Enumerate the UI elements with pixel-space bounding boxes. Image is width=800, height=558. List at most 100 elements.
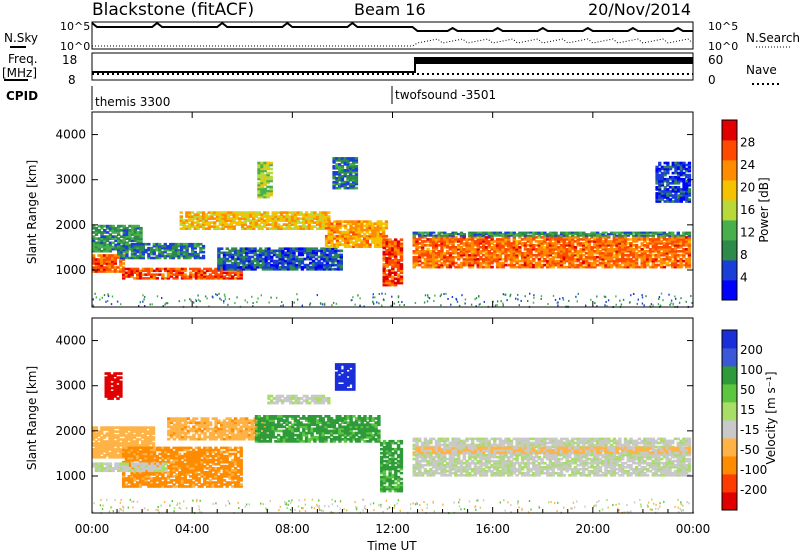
nsearch-tick-bottom: 10^0 [708, 40, 738, 53]
heatmap-speckle [651, 303, 652, 305]
heatmap-speckle [515, 298, 516, 300]
heatmap-speckle [372, 296, 373, 298]
heatmap-speckle [376, 301, 377, 303]
heatmap-cell [152, 442, 155, 445]
heatmap-speckle [577, 300, 578, 302]
cpid-segment-2: twofsound -3501 [395, 88, 496, 102]
velocity-heatmap [92, 363, 694, 514]
heatmap-speckle [161, 297, 162, 299]
heatmap-speckle [227, 304, 228, 306]
heatmap-cell [385, 220, 388, 223]
heatmap-speckle [674, 296, 675, 298]
heatmap-cell [688, 198, 691, 201]
heatmap-speckle [608, 299, 609, 301]
heatmap-speckle [501, 300, 502, 302]
heatmap-cell [340, 254, 343, 257]
heatmap-speckle [107, 300, 108, 302]
heatmap-speckle [331, 304, 332, 306]
cpid-segment-1: themis 3300 [95, 95, 170, 109]
heatmap-speckle [424, 302, 425, 304]
freq-label-line2: [MHz] [2, 66, 37, 80]
heatmap-cell [400, 238, 404, 241]
heatmap-speckle [541, 295, 542, 297]
heatmap-speckle [381, 293, 382, 295]
heatmap-speckle [310, 302, 311, 304]
nsky-label: N.Sky [4, 31, 38, 45]
heatmap-speckle [120, 303, 121, 305]
heatmap-speckle [619, 300, 620, 302]
heatmap-speckle [317, 294, 318, 296]
heatmap-cell [119, 376, 123, 379]
heatmap-speckle [333, 302, 334, 304]
heatmap-speckle [394, 303, 395, 305]
heatmap-speckle [322, 303, 323, 305]
heatmap-speckle [637, 303, 638, 305]
nave-tick-bottom: 0 [708, 73, 716, 87]
heatmap-speckle [184, 299, 185, 301]
heatmap-speckle [568, 300, 569, 302]
heatmap-cell [269, 168, 273, 171]
heatmap-speckle [476, 297, 477, 299]
heatmap-speckle [686, 301, 687, 303]
heatmap-speckle [373, 293, 374, 295]
heatmap-speckle [372, 301, 373, 303]
heatmap-speckle [142, 294, 143, 296]
nsky-line [92, 23, 693, 31]
heatmap-speckle [541, 298, 542, 300]
heatmap-speckle [680, 297, 681, 299]
heatmap-speckle [471, 304, 472, 306]
nave-label: Nave [746, 63, 777, 77]
heatmap-cell [340, 250, 343, 253]
heatmap-speckle [465, 299, 466, 301]
heatmap-speckle [354, 304, 355, 306]
heatmap-speckle [401, 301, 402, 303]
nsearch-label: N.Search [746, 31, 800, 45]
heatmap-cell [119, 381, 123, 384]
nsearch-tick-top: 10^5 [708, 20, 738, 33]
heatmap-speckle [505, 294, 506, 296]
heatmap-speckle [247, 301, 248, 303]
heatmap-speckle [517, 294, 518, 296]
heatmap-speckle [575, 296, 576, 298]
heatmap-speckle [150, 304, 151, 306]
heatmap-speckle [616, 304, 617, 306]
colorbar-segment [722, 260, 737, 280]
heatmap-speckle [690, 295, 691, 297]
heatmap-speckle [652, 304, 653, 306]
heatmap-cell [327, 211, 330, 214]
heatmap-speckle [143, 298, 144, 300]
heatmap-speckle [236, 296, 237, 298]
date-title: 20/Nov/2014 [588, 0, 691, 19]
freq-label-line1: Freq. [8, 52, 38, 66]
heatmap-speckle [294, 302, 295, 304]
heatmap-speckle [503, 293, 504, 295]
heatmap-cell [355, 157, 358, 160]
heatmap-cell [269, 176, 273, 179]
heatmap-speckle [644, 304, 645, 306]
heatmap-cell [355, 165, 358, 168]
heatmap-speckle [215, 293, 216, 295]
heatmap-speckle [193, 302, 194, 304]
heatmap-cell [202, 251, 205, 254]
heatmap-speckle [661, 293, 662, 295]
freq-tick-top: 18 [62, 53, 77, 67]
heatmap-cell [400, 263, 404, 266]
heatmap-speckle [245, 299, 246, 301]
heatmap-speckle [283, 304, 284, 306]
power-colorbar-label: Power [dB] [757, 177, 771, 242]
heatmap-speckle [596, 296, 597, 298]
heatmap-speckle [605, 301, 606, 303]
colorbar-tick-label: 16 [740, 203, 755, 217]
heatmap-speckle [461, 294, 462, 296]
heatmap-speckle [381, 305, 382, 307]
heatmap-speckle [533, 302, 534, 304]
heatmap-speckle [456, 298, 457, 300]
nave-block [415, 57, 693, 64]
heatmap-speckle [585, 305, 586, 307]
heatmap-speckle [503, 304, 504, 306]
colorbar-tick-label: 12 [740, 226, 755, 240]
heatmap-speckle [281, 301, 282, 303]
heatmap-speckle [452, 296, 453, 298]
heatmap-speckle [398, 296, 399, 298]
